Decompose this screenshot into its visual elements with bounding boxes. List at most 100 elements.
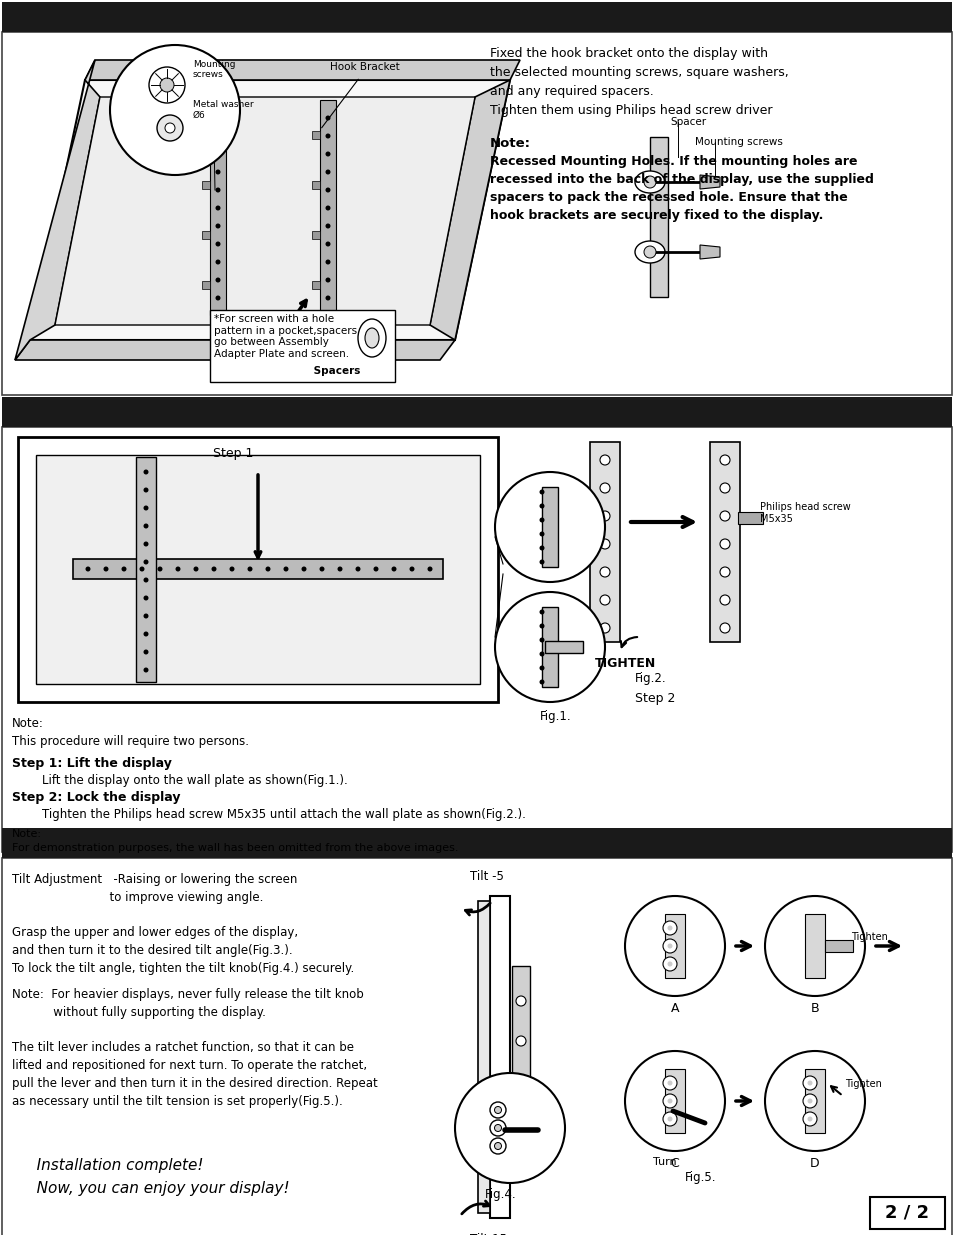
Bar bbox=[824, 940, 852, 952]
Circle shape bbox=[599, 454, 609, 466]
Bar bbox=[512, 966, 530, 1149]
Circle shape bbox=[325, 259, 330, 264]
Circle shape bbox=[720, 454, 729, 466]
Text: Mounting
screws: Mounting screws bbox=[193, 61, 235, 79]
Circle shape bbox=[139, 567, 144, 572]
Circle shape bbox=[720, 567, 729, 577]
Circle shape bbox=[215, 188, 220, 193]
Text: Ⓓ  Adjusting the display: Ⓓ Adjusting the display bbox=[12, 834, 250, 852]
Text: Ⓒ Attaching the display to the wall plate: Ⓒ Attaching the display to the wall plat… bbox=[12, 403, 416, 421]
Text: Note:
For demonstration purposes, the wall has been omitted from the above image: Note: For demonstration purposes, the wa… bbox=[12, 829, 458, 853]
Text: Tilt Adjustment   -Raising or lowering the screen
                          to i: Tilt Adjustment -Raising or lowering the… bbox=[12, 873, 297, 904]
Bar bbox=[202, 282, 210, 289]
Circle shape bbox=[391, 567, 396, 572]
Circle shape bbox=[539, 666, 544, 671]
Circle shape bbox=[230, 567, 234, 572]
Text: Grasp the upper and lower edges of the display,
and then turn it to the desired : Grasp the upper and lower edges of the d… bbox=[12, 926, 354, 974]
Text: Note:  For heavier displays, never fully release the tilt knob
           withou: Note: For heavier displays, never fully … bbox=[12, 988, 363, 1019]
Text: 2 / 2: 2 / 2 bbox=[884, 1204, 928, 1221]
Polygon shape bbox=[430, 80, 510, 340]
Circle shape bbox=[337, 567, 342, 572]
Polygon shape bbox=[700, 245, 720, 259]
Circle shape bbox=[539, 489, 544, 494]
Bar bbox=[136, 457, 156, 682]
Circle shape bbox=[143, 541, 149, 547]
Bar bbox=[36, 454, 479, 684]
Text: Fig.1.: Fig.1. bbox=[539, 710, 571, 722]
Circle shape bbox=[494, 1107, 501, 1114]
Circle shape bbox=[494, 1142, 501, 1150]
Circle shape bbox=[143, 559, 149, 564]
Text: Mounting screws: Mounting screws bbox=[695, 137, 782, 147]
Bar bbox=[664, 914, 684, 978]
Bar bbox=[312, 282, 319, 289]
Bar bbox=[738, 513, 762, 524]
Text: The tilt lever includes a ratchet function, so that it can be
lifted and reposit: The tilt lever includes a ratchet functi… bbox=[12, 1041, 377, 1108]
Circle shape bbox=[720, 511, 729, 521]
Circle shape bbox=[667, 1116, 672, 1121]
Circle shape bbox=[599, 538, 609, 550]
Circle shape bbox=[325, 278, 330, 283]
Circle shape bbox=[283, 567, 288, 572]
Text: Top of
Display: Top of Display bbox=[219, 352, 271, 380]
Circle shape bbox=[165, 124, 174, 133]
Bar bbox=[2, 827, 951, 858]
Bar bbox=[2, 32, 951, 395]
Circle shape bbox=[143, 631, 149, 636]
Circle shape bbox=[325, 152, 330, 157]
Text: Fig.4.: Fig.4. bbox=[484, 1188, 517, 1200]
Text: Step 1: Lift the display: Step 1: Lift the display bbox=[12, 757, 172, 769]
Text: Step 1: Step 1 bbox=[213, 447, 253, 459]
Circle shape bbox=[662, 921, 677, 935]
Text: Recessed Mounting Holes. If the mounting holes are
recessed into the back of the: Recessed Mounting Holes. If the mounting… bbox=[490, 156, 873, 222]
Circle shape bbox=[539, 637, 544, 642]
Bar bbox=[2, 396, 951, 427]
Bar bbox=[477, 902, 490, 1213]
Bar bbox=[202, 182, 210, 189]
Text: *For screen with a hole
pattern in a pocket,spacers
go between Assembly
Adapter : *For screen with a hole pattern in a poc… bbox=[213, 314, 356, 359]
Circle shape bbox=[215, 205, 220, 210]
Bar bbox=[709, 442, 740, 642]
Text: Tilt 15: Tilt 15 bbox=[470, 1233, 506, 1235]
Polygon shape bbox=[55, 98, 475, 325]
Circle shape bbox=[539, 504, 544, 509]
Bar bbox=[2, 858, 951, 1235]
Circle shape bbox=[802, 1112, 816, 1126]
Circle shape bbox=[494, 1125, 501, 1131]
Text: Tighten: Tighten bbox=[844, 1079, 881, 1089]
Text: Note:: Note: bbox=[490, 137, 531, 149]
Circle shape bbox=[103, 567, 109, 572]
Circle shape bbox=[802, 1094, 816, 1108]
Circle shape bbox=[599, 483, 609, 493]
Circle shape bbox=[265, 567, 271, 572]
Bar bbox=[18, 437, 497, 701]
Circle shape bbox=[599, 567, 609, 577]
Bar bbox=[2, 427, 951, 852]
Circle shape bbox=[247, 567, 253, 572]
Bar bbox=[202, 231, 210, 240]
Bar bbox=[541, 487, 558, 567]
Circle shape bbox=[490, 1137, 505, 1153]
Text: B: B bbox=[810, 1002, 819, 1015]
Circle shape bbox=[667, 1081, 672, 1086]
Circle shape bbox=[325, 188, 330, 193]
Bar bbox=[664, 1070, 684, 1132]
Circle shape bbox=[215, 116, 220, 121]
Text: C: C bbox=[670, 1157, 679, 1170]
Bar bbox=[541, 606, 558, 687]
Circle shape bbox=[325, 205, 330, 210]
Circle shape bbox=[149, 67, 185, 103]
Circle shape bbox=[325, 169, 330, 174]
Circle shape bbox=[215, 133, 220, 138]
Circle shape bbox=[143, 650, 149, 655]
Bar bbox=[804, 914, 824, 978]
Text: TIGHTEN: TIGHTEN bbox=[595, 657, 656, 671]
Text: Philips head screw
M5x35: Philips head screw M5x35 bbox=[760, 501, 850, 524]
Circle shape bbox=[539, 679, 544, 684]
Bar bbox=[490, 897, 510, 1218]
Ellipse shape bbox=[635, 241, 664, 263]
Bar bbox=[210, 310, 395, 382]
Circle shape bbox=[662, 1112, 677, 1126]
Ellipse shape bbox=[357, 319, 386, 357]
Circle shape bbox=[355, 567, 360, 572]
